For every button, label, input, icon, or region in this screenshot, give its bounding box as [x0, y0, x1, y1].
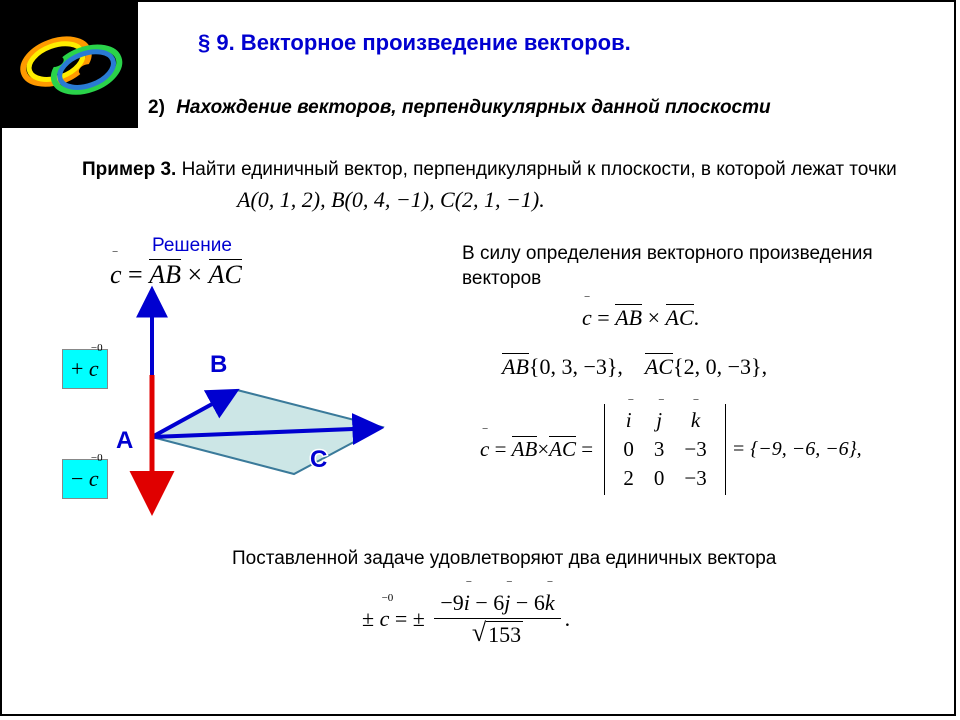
subtitle-number: 2) — [148, 97, 165, 118]
example-label: Пример 3. — [82, 159, 176, 180]
example-points: A(0, 1, 2), B(0, 4, −1), C(2, 1, −1). — [237, 185, 545, 215]
determinant-formula: −c = AB × AC = −i −j −k 03−3 20−3 = {−9,… — [480, 404, 862, 495]
subtitle-text: Нахождение векторов, перпендикулярных да… — [176, 97, 770, 118]
solution-label: Решение — [152, 235, 232, 257]
example-text: Найти единичный вектор, перпендикулярный… — [182, 159, 897, 180]
final-formula: ± −0c = ± −9−i − 6−j − 6−k √153 . — [362, 590, 570, 648]
cross-result: = {−9, −6, −6}, — [732, 438, 862, 461]
final-denominator: √153 — [434, 619, 560, 648]
section-title: § 9. Векторное произведение векторов. — [198, 30, 631, 56]
determinant: −i −j −k 03−3 20−3 — [604, 404, 725, 495]
slide-container: § 9. Векторное произведение векторов. 2)… — [0, 0, 956, 716]
svg-text:A: A — [116, 427, 133, 454]
definition-text: В силу определения векторного произведен… — [462, 242, 954, 291]
svg-text:B: B — [210, 351, 227, 378]
bottom-text: Поставленной задаче удовлетворяют два ед… — [232, 548, 776, 570]
final-numerator: −9−i − 6−j − 6−k — [434, 590, 560, 619]
corner-decorative-image — [2, 2, 138, 128]
vector-coords: AB{0, 3, −3}, AC{2, 0, −3}, — [502, 354, 767, 380]
vector-diagram: A B C — [62, 282, 432, 542]
svg-text:C: C — [310, 446, 327, 473]
subtitle: 2) Нахождение векторов, перпендикулярных… — [148, 97, 771, 119]
formula-definition: −c = AB × AC. — [582, 305, 699, 331]
example-block: Пример 3. Найти единичный вектор, перпен… — [82, 157, 912, 214]
